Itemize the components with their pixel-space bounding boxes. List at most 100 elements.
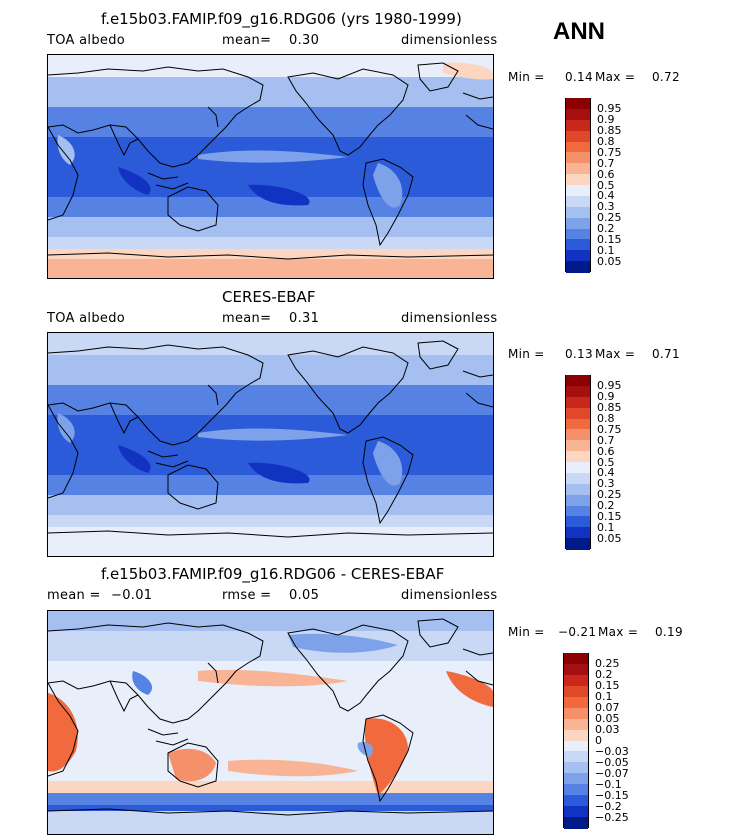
colorbar-swatch: [566, 185, 590, 197]
coastline: [462, 648, 493, 686]
antarctica-band: [48, 537, 493, 556]
colorbar-swatch: [564, 806, 588, 818]
panel-3-min-label: Min =: [508, 625, 545, 639]
colorbar-swatch: [566, 429, 590, 441]
panel-1-mean-label: mean=: [222, 33, 272, 48]
panel-1-map: [47, 54, 494, 279]
colorbar-swatch: [566, 174, 590, 186]
colorbar-tick-label: 0.15: [595, 679, 620, 693]
colorbar-tick-label: 0.95: [597, 102, 622, 116]
southern-ocean-band: [48, 515, 493, 527]
southern-ocean-band: [48, 237, 493, 249]
coastline: [417, 62, 459, 92]
colorbar-tick-label: 0.15: [597, 232, 622, 246]
southern-midlat-band: [48, 495, 493, 515]
coastline: [462, 92, 493, 130]
antarctica-band: [48, 259, 493, 278]
colorbar-swatch: [566, 163, 590, 175]
panel-3-title: f.e15b03.FAMIP.f09_g16.RDG06 - CERES-EBA…: [101, 565, 445, 583]
colorbar-swatch: [566, 462, 590, 474]
colorbar-tick-label: 0.85: [597, 124, 622, 138]
colorbar-tick-label: −0.05: [595, 755, 629, 769]
colorbar-swatch: [564, 707, 588, 720]
coastline: [109, 402, 139, 435]
panel-2-mean-label: mean=: [222, 311, 272, 326]
colorbar-swatch: [566, 217, 590, 229]
antarctic-edge-band: [48, 249, 493, 259]
coastline: [48, 126, 79, 221]
colorbar-swatch: [566, 396, 590, 409]
northern-midlat-band: [48, 77, 493, 107]
southern-midlat-band: [48, 781, 493, 793]
panel-1-max-value: 0.72: [652, 70, 680, 84]
panel-3-colorbar: [563, 653, 589, 829]
coastline: [207, 106, 219, 128]
colorbar-swatch: [564, 663, 588, 676]
colorbar-tick-label: 0.1: [597, 520, 615, 534]
antarctica-band: [48, 811, 493, 834]
panel-1-variable: TOA albedo: [47, 33, 126, 48]
colorbar-swatch: [564, 740, 588, 752]
colorbar-tick-label: 0.03: [595, 723, 620, 737]
indian-ocean-clear: [118, 445, 151, 473]
south-america-cloud: [373, 163, 403, 208]
panel-2-title: CERES-EBAF: [222, 288, 316, 306]
colorbar-tick-label: 0.2: [597, 499, 615, 512]
colorbar-tick-label: 0.4: [597, 189, 615, 203]
colorbar-swatch: [566, 130, 590, 142]
arctic-band: [48, 333, 493, 355]
colorbar-tick-label: 0.5: [597, 178, 615, 192]
coastline: [147, 450, 189, 468]
panel-2-colorbar-labels: 0.95 0.9 0.85 0.8 0.75 0.7 0.6 0.5 0.4 0.3 0.25 0.2…: [597, 375, 647, 549]
panel-1-min-label: Min =: [508, 70, 545, 84]
coastline: [417, 618, 459, 648]
colorbar-tick-label: 0.6: [597, 444, 615, 458]
colorbar-swatch: [564, 696, 588, 709]
panel-3-colorbar-labels: 0.25 0.2 0.15 0.1 0.07 0.05 0.03 0 −0.03 −0.05 −0.…: [595, 653, 645, 828]
subtropic-south-band: [48, 197, 493, 217]
southern-ocean-band: [48, 793, 493, 805]
colorbar-swatch: [566, 472, 590, 485]
colorbar-swatch: [566, 119, 590, 132]
coastline: [462, 370, 493, 408]
colorbar-tick-label: −0.25: [595, 810, 629, 824]
colorbar-swatch: [566, 141, 590, 153]
subtropic-south-band: [48, 475, 493, 495]
colorbar-tick-label: 0.1: [595, 690, 613, 704]
coastline: [147, 728, 189, 746]
panel-2-min-value: 0.13: [565, 347, 593, 361]
colorbar-swatch: [566, 527, 590, 539]
coastline: [48, 344, 264, 446]
colorbar-tick-label: 0.9: [597, 113, 615, 127]
colorbar-swatch: [566, 195, 590, 208]
north-america-negative: [288, 633, 398, 653]
colorbar-tick-label: 0.6: [597, 167, 615, 181]
colorbar-swatch: [566, 505, 590, 517]
panel-3-min-value: −0.21: [558, 625, 597, 639]
itcz-cloud: [198, 150, 348, 163]
panel-2-max-value: 0.71: [652, 347, 680, 361]
colorbar-swatch: [566, 516, 590, 528]
colorbar-swatch: [566, 261, 590, 273]
coastline: [48, 682, 79, 777]
colorbar-swatch: [566, 538, 590, 550]
colorbar-swatch: [566, 98, 590, 110]
coastline: [362, 436, 414, 525]
itcz-cloud: [198, 428, 348, 441]
coastline: [167, 742, 219, 788]
coastline: [362, 158, 414, 247]
colorbar-tick-label: −0.07: [595, 766, 629, 780]
indian-ocean-clear: [118, 167, 151, 195]
coastline: [167, 464, 219, 510]
coastline: [207, 384, 219, 406]
colorbar-tick-label: 0.7: [597, 156, 615, 170]
panel-3-mean-value: −0.01: [111, 588, 153, 603]
colorbar-swatch: [566, 440, 590, 452]
arctic-band: [48, 611, 493, 631]
africa-high: [57, 413, 75, 443]
panel-3-rmse-value: 0.05: [289, 588, 320, 603]
panel-1-units: dimensionless: [401, 33, 498, 48]
northern-midlat-band: [48, 631, 493, 661]
southern-midlat-band: [48, 217, 493, 237]
panel-3-max-label: Max =: [598, 625, 639, 639]
